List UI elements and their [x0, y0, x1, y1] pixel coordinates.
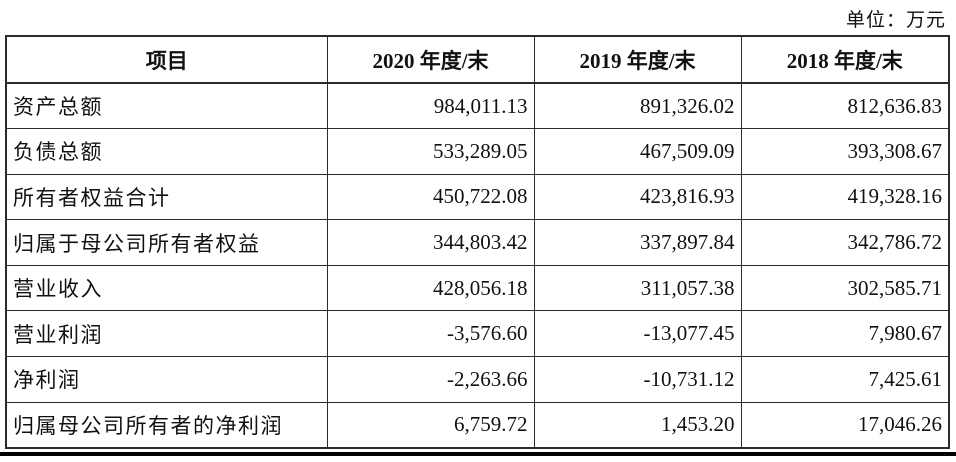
- financial-summary-table: 项目 2020 年度/末 2019 年度/末 2018 年度/末 资产总额 98…: [5, 35, 950, 449]
- row-label: 营业收入: [5, 264, 328, 312]
- value-2019: -13,077.45: [533, 310, 742, 358]
- row-label: 所有者权益合计: [5, 173, 328, 221]
- table-row: 所有者权益合计 450,722.08 423,816.93 419,328.16: [5, 173, 950, 221]
- table-row: 净利润 -2,263.66 -10,731.12 7,425.61: [5, 356, 950, 403]
- table-row: 营业收入 428,056.18 311,057.38 302,585.71: [5, 264, 950, 312]
- value-2019: 1,453.20: [533, 401, 742, 449]
- value-2018: 7,980.67: [740, 310, 950, 358]
- value-2020: 6,759.72: [326, 401, 535, 449]
- row-label: 归属母公司所有者的净利润: [5, 401, 328, 449]
- value-2018: 812,636.83: [740, 82, 950, 130]
- column-header-2019: 2019 年度/末: [533, 35, 742, 84]
- column-header-2020: 2020 年度/末: [326, 35, 535, 84]
- table-row: 营业利润 -3,576.60 -13,077.45 7,980.67: [5, 310, 950, 358]
- page-bottom-rule: [0, 452, 956, 456]
- value-2018: 302,585.71: [740, 264, 950, 312]
- table-header: 项目 2020 年度/末 2019 年度/末 2018 年度/末: [5, 35, 950, 84]
- row-label: 归属于母公司所有者权益: [5, 219, 328, 266]
- value-2019: 311,057.38: [533, 264, 742, 312]
- table-row: 归属于母公司所有者权益 344,803.42 337,897.84 342,78…: [5, 219, 950, 266]
- value-2020: 533,289.05: [326, 128, 535, 175]
- value-2019: 337,897.84: [533, 219, 742, 266]
- table-body: 资产总额 984,011.13 891,326.02 812,636.83 负债…: [5, 82, 950, 449]
- value-2018: 419,328.16: [740, 173, 950, 221]
- value-2020: 428,056.18: [326, 264, 535, 312]
- value-2018: 342,786.72: [740, 219, 950, 266]
- value-2020: -3,576.60: [326, 310, 535, 358]
- value-2020: -2,263.66: [326, 356, 535, 403]
- row-label: 营业利润: [5, 310, 328, 358]
- value-2019: 467,509.09: [533, 128, 742, 175]
- value-2018: 17,046.26: [740, 401, 950, 449]
- value-2018: 393,308.67: [740, 128, 950, 175]
- table-row: 负债总额 533,289.05 467,509.09 393,308.67: [5, 128, 950, 175]
- value-2020: 984,011.13: [326, 82, 535, 130]
- row-label: 负债总额: [5, 128, 328, 175]
- value-2019: 423,816.93: [533, 173, 742, 221]
- value-2020: 344,803.42: [326, 219, 535, 266]
- row-label: 净利润: [5, 356, 328, 403]
- unit-label: 单位：万元: [845, 10, 946, 31]
- value-2020: 450,722.08: [326, 173, 535, 221]
- value-2018: 7,425.61: [740, 356, 950, 403]
- column-header-item: 项目: [5, 35, 328, 84]
- value-2019: -10,731.12: [533, 356, 742, 403]
- table-row: 归属母公司所有者的净利润 6,759.72 1,453.20 17,046.26: [5, 401, 950, 449]
- column-header-2018: 2018 年度/末: [740, 35, 950, 84]
- header-row: 项目 2020 年度/末 2019 年度/末 2018 年度/末: [5, 35, 950, 84]
- row-label: 资产总额: [5, 82, 328, 130]
- table-row: 资产总额 984,011.13 891,326.02 812,636.83: [5, 82, 950, 130]
- value-2019: 891,326.02: [533, 82, 742, 130]
